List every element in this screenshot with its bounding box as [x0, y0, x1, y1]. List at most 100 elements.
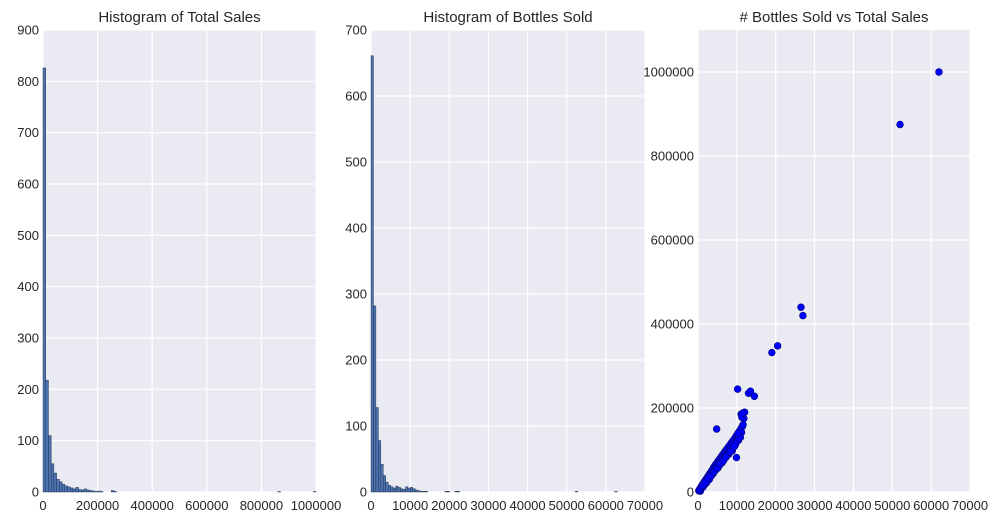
histogram-bar [447, 491, 450, 493]
histogram-bar [373, 305, 377, 493]
plot-area [698, 30, 970, 492]
scatter-point [722, 453, 730, 461]
histogram-bar [444, 491, 448, 493]
histogram-bar [422, 491, 426, 493]
histogram-bar [456, 491, 460, 493]
x-tick-label: 60000 [588, 498, 624, 513]
histogram-bar [575, 491, 579, 493]
bottles-sold-histogram: 0 10000 20000 30000 40000 50000 60000 70000 0 100… [345, 9, 663, 513]
histogram-bar [78, 489, 82, 493]
y-tick-label: 600 [345, 89, 367, 104]
histogram-bar [378, 440, 382, 493]
bottles-vs-sales-scatter: 0 10000 20000 30000 40000 50000 60000 70000 0 200… [643, 9, 988, 513]
scatter-point [730, 442, 738, 451]
x-tick-label: 1000000 [291, 498, 342, 513]
histogram-bar [392, 487, 396, 493]
histogram-bar [113, 491, 117, 493]
scatter-point [738, 409, 747, 417]
histogram-bar [97, 490, 101, 493]
histogram-bar [94, 491, 98, 493]
histogram-bar [402, 489, 406, 493]
histogram-bar [313, 491, 317, 493]
y-tick-label: 0 [360, 485, 367, 500]
y-tick-label: 400 [345, 221, 367, 236]
x-tick-label: 0 [694, 498, 701, 513]
x-tick-label: 50000 [549, 498, 585, 513]
histogram-bar [400, 488, 404, 493]
x-tick-label: 30000 [796, 498, 832, 513]
scatter-point [773, 342, 782, 350]
y-tick-label: 600 [17, 177, 39, 192]
x-tick-label: 60000 [913, 498, 949, 513]
y-tick-label: 100 [345, 419, 367, 434]
x-tick-label: 400000 [131, 498, 174, 513]
histogram-bar [64, 485, 68, 493]
histogram-bar [56, 478, 60, 493]
y-tick-label: 800000 [651, 149, 694, 164]
histogram-bar [420, 491, 423, 493]
scatter-point [750, 392, 759, 400]
histogram-bar [395, 485, 399, 493]
histogram-bar [405, 486, 409, 493]
y-tick-label: 500 [345, 155, 367, 170]
histogram-bar [100, 491, 104, 493]
y-tick-label: 800 [17, 74, 39, 89]
histogram-bar [407, 487, 411, 493]
histogram-bar [67, 486, 71, 493]
histogram-bar [86, 489, 90, 493]
scatter-point [746, 387, 755, 395]
histogram-bar [89, 490, 93, 493]
x-tick-label: 50000 [874, 498, 910, 513]
chart-title-total-sales: Histogram of Total Sales [98, 9, 260, 26]
histogram-bar [390, 486, 394, 493]
y-tick-label: 700 [345, 23, 367, 38]
x-tick-label: 10000 [719, 498, 755, 513]
x-tick-label: 0 [39, 498, 46, 513]
histogram-bar [454, 491, 458, 493]
histogram-bar [48, 435, 52, 493]
histogram-bar [111, 490, 115, 493]
x-tick-label: 30000 [470, 498, 506, 513]
y-tick-label: 600000 [651, 233, 694, 248]
scatter-point [734, 429, 742, 437]
histogram-bar [397, 487, 401, 493]
total-sales-histogram: 0 200000 400000 600000 800000 1000000 0 100 200 3… [17, 9, 341, 513]
y-tick-label: 700 [17, 125, 39, 140]
histogram-bar [614, 491, 618, 493]
y-tick-label: 200 [17, 382, 39, 397]
y-tick-label: 500 [17, 228, 39, 243]
y-tick-label: 200000 [651, 401, 694, 416]
scatter-point [768, 348, 776, 357]
histogram-bar [375, 407, 379, 493]
x-tick-label: 200000 [76, 498, 119, 513]
histogram-bar [61, 484, 66, 493]
scatter-point [797, 303, 805, 311]
histogram-bar [53, 472, 57, 493]
chart-title-scatter: # Bottles Sold vs Total Sales [740, 9, 929, 26]
histogram-bar [417, 490, 421, 493]
chart-title-bottles-sold: Histogram of Bottles Sold [423, 9, 592, 26]
y-tick-label: 400000 [651, 317, 694, 332]
x-tick-label: 10000 [392, 498, 428, 513]
histogram-bar [72, 488, 76, 493]
scatter-point [935, 68, 943, 76]
histogram-bar [83, 488, 87, 493]
histogram-bar [277, 491, 281, 493]
histogram-bar [383, 475, 386, 493]
histogram-bar [75, 487, 79, 493]
x-tick-label: 600000 [185, 498, 228, 513]
histogram-bar [388, 485, 391, 493]
histogram-bar [45, 379, 49, 493]
scatter-point [726, 447, 734, 456]
histogram-bar [91, 490, 96, 493]
y-tick-label: 400 [17, 279, 39, 294]
scatter-point [733, 385, 742, 393]
y-tick-label: 100 [17, 433, 39, 448]
histogram-bar [412, 488, 416, 493]
histogram-bar [42, 67, 46, 493]
y-tick-label: 1000000 [643, 65, 694, 80]
plot-area [371, 30, 645, 492]
y-tick-label: 300 [17, 331, 39, 346]
x-tick-label: 20000 [758, 498, 794, 513]
y-tick-label: 200 [345, 353, 367, 368]
